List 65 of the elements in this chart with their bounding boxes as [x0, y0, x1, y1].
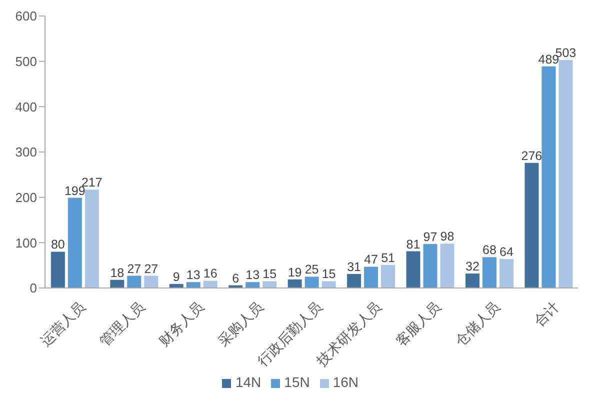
bar — [203, 280, 218, 288]
data-label: 81 — [406, 237, 420, 252]
bar — [127, 276, 142, 288]
bar — [558, 60, 573, 288]
bar — [423, 244, 438, 288]
bar — [288, 279, 302, 288]
legend-label: 16N — [332, 374, 359, 390]
bar — [440, 244, 454, 288]
bar — [347, 274, 362, 288]
data-label: 9 — [172, 270, 180, 284]
bar — [482, 257, 496, 288]
x-tick-label: 仓储人员 — [452, 298, 503, 350]
bar — [84, 190, 99, 288]
data-label: 27 — [127, 262, 142, 276]
bar — [406, 251, 420, 288]
data-label: 13 — [246, 268, 260, 282]
data-label: 276 — [521, 148, 542, 163]
data-label: 19 — [288, 265, 302, 280]
data-label: 51 — [381, 250, 396, 265]
data-label: 80 — [50, 238, 65, 252]
data-label: 25 — [304, 262, 319, 277]
legend-label: 15N — [284, 374, 310, 390]
bar — [499, 258, 514, 288]
data-label: 68 — [482, 243, 496, 258]
data-label: 15 — [322, 267, 336, 282]
data-label: 47 — [364, 252, 378, 267]
bar — [322, 281, 336, 288]
bar — [524, 162, 539, 288]
x-tick-label: 客服人员 — [392, 298, 444, 350]
data-label: 18 — [110, 266, 124, 280]
data-label: 13 — [186, 268, 200, 282]
bar — [68, 198, 82, 288]
x-tick-label: 运营人员 — [37, 298, 88, 350]
data-label: 32 — [466, 259, 480, 274]
bar — [50, 252, 65, 288]
data-label: 64 — [500, 244, 514, 259]
data-label: 27 — [144, 262, 158, 276]
y-tick-label: 100 — [15, 235, 37, 250]
bar — [246, 282, 260, 288]
bar — [262, 281, 277, 288]
x-tick-label: 采购人员 — [214, 298, 266, 350]
bar — [381, 264, 396, 288]
y-tick-label: 0 — [30, 280, 37, 296]
y-tick-label: 600 — [15, 8, 37, 24]
bar — [304, 276, 319, 288]
data-label: 31 — [347, 260, 362, 274]
bar — [465, 273, 480, 288]
data-label: 97 — [423, 230, 438, 244]
legend-label: 14N — [235, 374, 262, 390]
data-label: 16 — [203, 266, 218, 281]
x-tick-label: 合计 — [530, 298, 562, 330]
bar — [364, 266, 378, 288]
bar — [144, 276, 158, 288]
y-tick-label: 400 — [15, 99, 37, 114]
y-tick-label: 200 — [15, 190, 37, 205]
x-tick-label: 管理人员 — [96, 298, 148, 350]
bar — [542, 66, 556, 288]
data-label: 15 — [262, 267, 277, 282]
data-label: 98 — [440, 230, 454, 244]
data-label: 6 — [232, 271, 240, 286]
bar — [110, 280, 124, 288]
bar — [186, 282, 200, 288]
y-tick-label: 500 — [15, 54, 37, 69]
x-tick-label: 财务人员 — [156, 298, 207, 350]
y-tick-label: 300 — [15, 144, 37, 160]
